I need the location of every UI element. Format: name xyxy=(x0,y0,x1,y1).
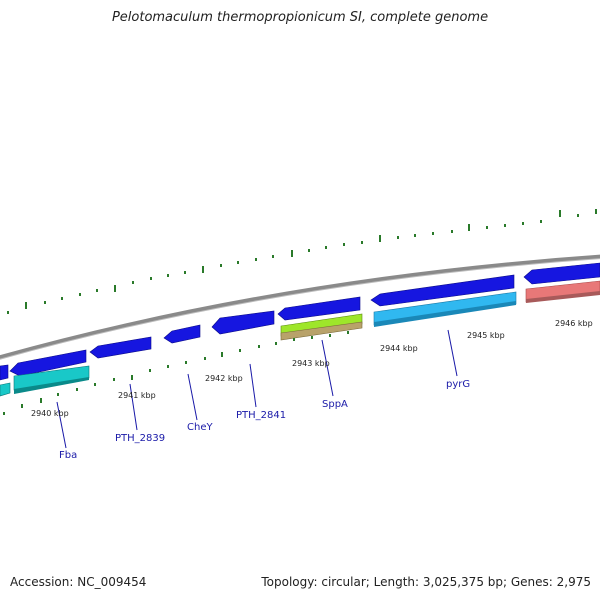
kbp-label: 2944 kbp xyxy=(380,344,418,353)
gene-label-fba[interactable]: Fba xyxy=(59,450,77,461)
outer-tick-ring xyxy=(7,209,597,314)
kbp-label: 2942 kbp xyxy=(205,374,243,383)
kbp-label: 2945 kbp xyxy=(467,331,505,340)
gene-leader-lines xyxy=(56,329,458,449)
gene-label-pth-2839[interactable]: PTH_2839 xyxy=(115,433,165,444)
gene-arrow xyxy=(9,349,87,377)
gene-label-chey[interactable]: CheY xyxy=(187,422,213,433)
genome-summary-text: Topology: circular; Length: 3,025,375 bp… xyxy=(261,575,591,589)
accession-text: Accession: NC_009454 xyxy=(10,575,147,589)
kbp-label: 2946 kbp xyxy=(555,319,593,328)
gene-arrow xyxy=(0,382,11,397)
genome-title: Pelotomaculum thermopropionicum SI, comp… xyxy=(111,10,489,25)
inner-tick-ring xyxy=(3,331,349,415)
kbp-label: 2943 kbp xyxy=(292,359,330,368)
gene-arrow xyxy=(280,321,363,341)
gene-arrow xyxy=(374,301,516,327)
gene-label-pyrg[interactable]: pyrG xyxy=(446,379,470,390)
gene-arrow xyxy=(14,377,89,394)
gene-arrow xyxy=(277,296,361,321)
kbp-label: 2941 kbp xyxy=(118,391,156,400)
gene-arrow xyxy=(525,280,600,303)
gene-arrow xyxy=(211,310,275,335)
gene-arrow xyxy=(523,262,600,285)
gene-arrow xyxy=(370,274,515,307)
gene-arrow xyxy=(163,324,201,344)
gene-arrow xyxy=(526,291,600,303)
gene-label-pth-2841[interactable]: PTH_2841 xyxy=(236,410,286,421)
kbp-label: 2940 kbp xyxy=(31,409,69,418)
gene-arrow xyxy=(89,336,152,359)
genome-backbone xyxy=(0,254,600,360)
reverse-strand-genes xyxy=(0,280,600,397)
forward-strand-genes xyxy=(0,262,600,381)
gene-arrow xyxy=(0,364,9,381)
gene-label-sppa[interactable]: SppA xyxy=(322,399,348,410)
